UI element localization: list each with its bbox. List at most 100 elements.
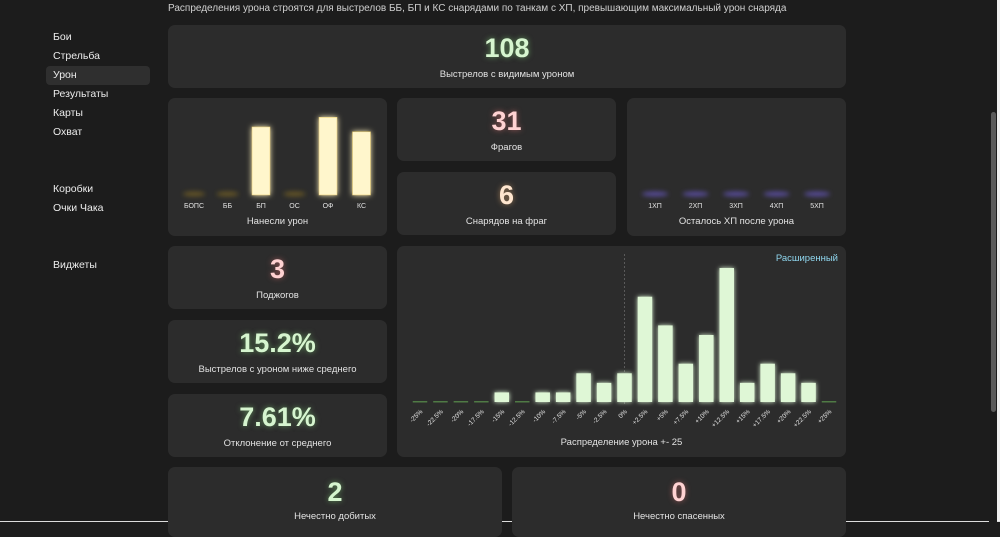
- dist-tick-6: -10%: [531, 408, 547, 424]
- unfair-finished-value: 2: [327, 477, 343, 507]
- distribution-chart: -25% -22.5% -20% -17.5% -15% -12.5% -10% -7.5% -…: [409, 254, 837, 429]
- dealt-bar-2: [251, 126, 271, 196]
- dealt-damage-chart: БОПС ББ БП ОС ОФ КС: [183, 116, 371, 210]
- scrollbar-thumb[interactable]: [991, 112, 996, 412]
- hp-bar-1: [682, 191, 709, 197]
- dist-bar-17: [760, 363, 775, 402]
- dist-bar-2: [453, 401, 469, 403]
- sidebar-item-battles[interactable]: Бои: [53, 31, 72, 43]
- dist-bar-7: [555, 392, 571, 402]
- dealt-tick-3: ОС: [289, 203, 300, 210]
- dealt-tick-4: ОФ: [323, 203, 334, 210]
- shells-per-frag-value: 6: [498, 180, 515, 210]
- dist-tick-16: +15%: [735, 408, 752, 425]
- distribution-title: Распределение урона +- 25: [560, 437, 683, 448]
- dealt-tick-5: КС: [357, 203, 366, 210]
- unfair-finished-card: 2 Нечестно добитых: [168, 467, 502, 537]
- dealt-damage-card: БОПС ББ БП ОС ОФ КС Нанесли урон: [168, 98, 387, 236]
- visible-damage-label: Выстрелов с видимым уроном: [439, 69, 575, 80]
- shells-per-frag-card: 6 Снарядов на фраг: [397, 172, 616, 235]
- dist-bar-15: [719, 268, 734, 402]
- unfair-saved-value: 0: [671, 477, 687, 507]
- dealt-bar-0: [183, 191, 205, 197]
- sidebar-item-maps[interactable]: Карты: [53, 107, 83, 119]
- unfair-saved-label: Нечестно спасенных: [633, 511, 725, 522]
- dist-bar-11: [637, 296, 653, 402]
- dealt-bar-1: [216, 191, 239, 197]
- dist-tick-20: +25%: [817, 408, 834, 425]
- dist-bar-19: [801, 382, 816, 402]
- sidebar-item-shooting[interactable]: Стрельба: [53, 50, 100, 62]
- dist-bar-16: [739, 382, 755, 402]
- dealt-tick-0: БОПС: [184, 203, 204, 210]
- dist-bar-3: [474, 401, 489, 403]
- hp-tick-1: 2ХП: [689, 203, 703, 210]
- dist-bar-6: [535, 392, 550, 402]
- dist-tick-11: +2.5%: [631, 408, 649, 426]
- dealt-bar-5: [352, 131, 371, 196]
- dist-bar-5: [515, 401, 530, 403]
- dist-bar-0: [412, 401, 428, 403]
- sidebar-item-coverage[interactable]: Охват: [53, 126, 83, 138]
- dist-bar-12: [658, 325, 673, 402]
- dist-bar-13: [678, 363, 694, 402]
- sidebar-item-chuck-points[interactable]: Очки Чака: [53, 202, 104, 214]
- dist-tick-17: +17.5%: [751, 408, 772, 429]
- frags-value: 31: [491, 106, 522, 136]
- dist-tick-8: -5%: [575, 408, 588, 421]
- dist-bar-4: [494, 392, 510, 402]
- unfair-saved-card: 0 Нечестно спасенных: [512, 467, 846, 537]
- deviation-label: Отклонение от среднего: [223, 438, 332, 449]
- fires-value: 3: [269, 254, 286, 284]
- dist-tick-4: -15%: [491, 408, 507, 424]
- dist-tick-18: +20%: [776, 408, 793, 425]
- visible-damage-card: 108 Выстрелов с видимым уроном: [168, 25, 846, 88]
- sidebar-item-boxes[interactable]: Коробки: [53, 183, 94, 195]
- dist-tick-3: -17.5%: [466, 408, 486, 428]
- dist-tick-19: +22.5%: [792, 408, 813, 429]
- deviation-value: 7.61%: [239, 402, 316, 432]
- dealt-tick-2: БП: [256, 203, 266, 210]
- hp-left-chart: 1ХП 2ХП 3ХП 4ХП 5ХП: [642, 191, 830, 210]
- fires-label: Поджогов: [256, 290, 299, 301]
- dist-tick-9: -2.5%: [592, 408, 609, 425]
- window-edge: [997, 0, 1000, 522]
- hp-bar-0: [642, 191, 668, 197]
- visible-damage-value: 108: [484, 33, 530, 63]
- dist-tick-5: -12.5%: [507, 408, 527, 428]
- hp-tick-2: 3ХП: [729, 203, 743, 210]
- hp-tick-3: 4ХП: [770, 203, 784, 210]
- dist-tick-1: -22.5%: [425, 408, 445, 428]
- dist-tick-7: -7.5%: [551, 408, 568, 425]
- hp-tick-0: 1ХП: [648, 203, 662, 210]
- frags-label: Фрагов: [490, 142, 523, 153]
- unfair-finished-label: Нечестно добитых: [294, 511, 376, 522]
- dist-bar-8: [576, 373, 591, 402]
- dealt-bar-4: [318, 116, 338, 196]
- dist-bar-1: [433, 401, 448, 403]
- sidebar-nav: Бои Стрельба Урон Результаты Карты Охват…: [46, 28, 150, 275]
- fires-card: 3 Поджогов: [168, 246, 387, 309]
- dealt-tick-1: ББ: [223, 203, 233, 210]
- shells-per-frag-label: Снарядов на фраг: [465, 216, 548, 227]
- sidebar-item-results[interactable]: Результаты: [53, 88, 109, 100]
- dist-bar-9: [596, 382, 612, 402]
- dist-bar-10: [617, 373, 632, 402]
- below-average-label: Выстрелов с уроном ниже среднего: [198, 364, 357, 375]
- sidebar-item-damage[interactable]: Урон: [46, 66, 150, 85]
- below-average-value: 15.2%: [239, 328, 316, 358]
- below-average-card: 15.2% Выстрелов с уроном ниже среднего: [168, 320, 387, 383]
- dist-tick-10: 0%: [617, 408, 629, 420]
- dist-tick-2: -20%: [450, 408, 466, 424]
- hp-bar-3: [763, 191, 790, 197]
- dist-bar-20: [821, 401, 837, 403]
- dist-tick-13: +7.5%: [672, 408, 690, 426]
- dist-bar-14: [699, 335, 714, 402]
- dealt-damage-title: Нанесли урон: [246, 216, 309, 227]
- top-note: Распределения урона строятся для выстрел…: [168, 3, 787, 14]
- extended-link[interactable]: Расширенный: [775, 253, 838, 264]
- sidebar-item-widgets[interactable]: Виджеты: [53, 259, 97, 271]
- hp-left-title: Осталось ХП после урона: [678, 216, 795, 227]
- dist-bar-18: [780, 373, 796, 402]
- dist-tick-14: +10%: [694, 408, 711, 425]
